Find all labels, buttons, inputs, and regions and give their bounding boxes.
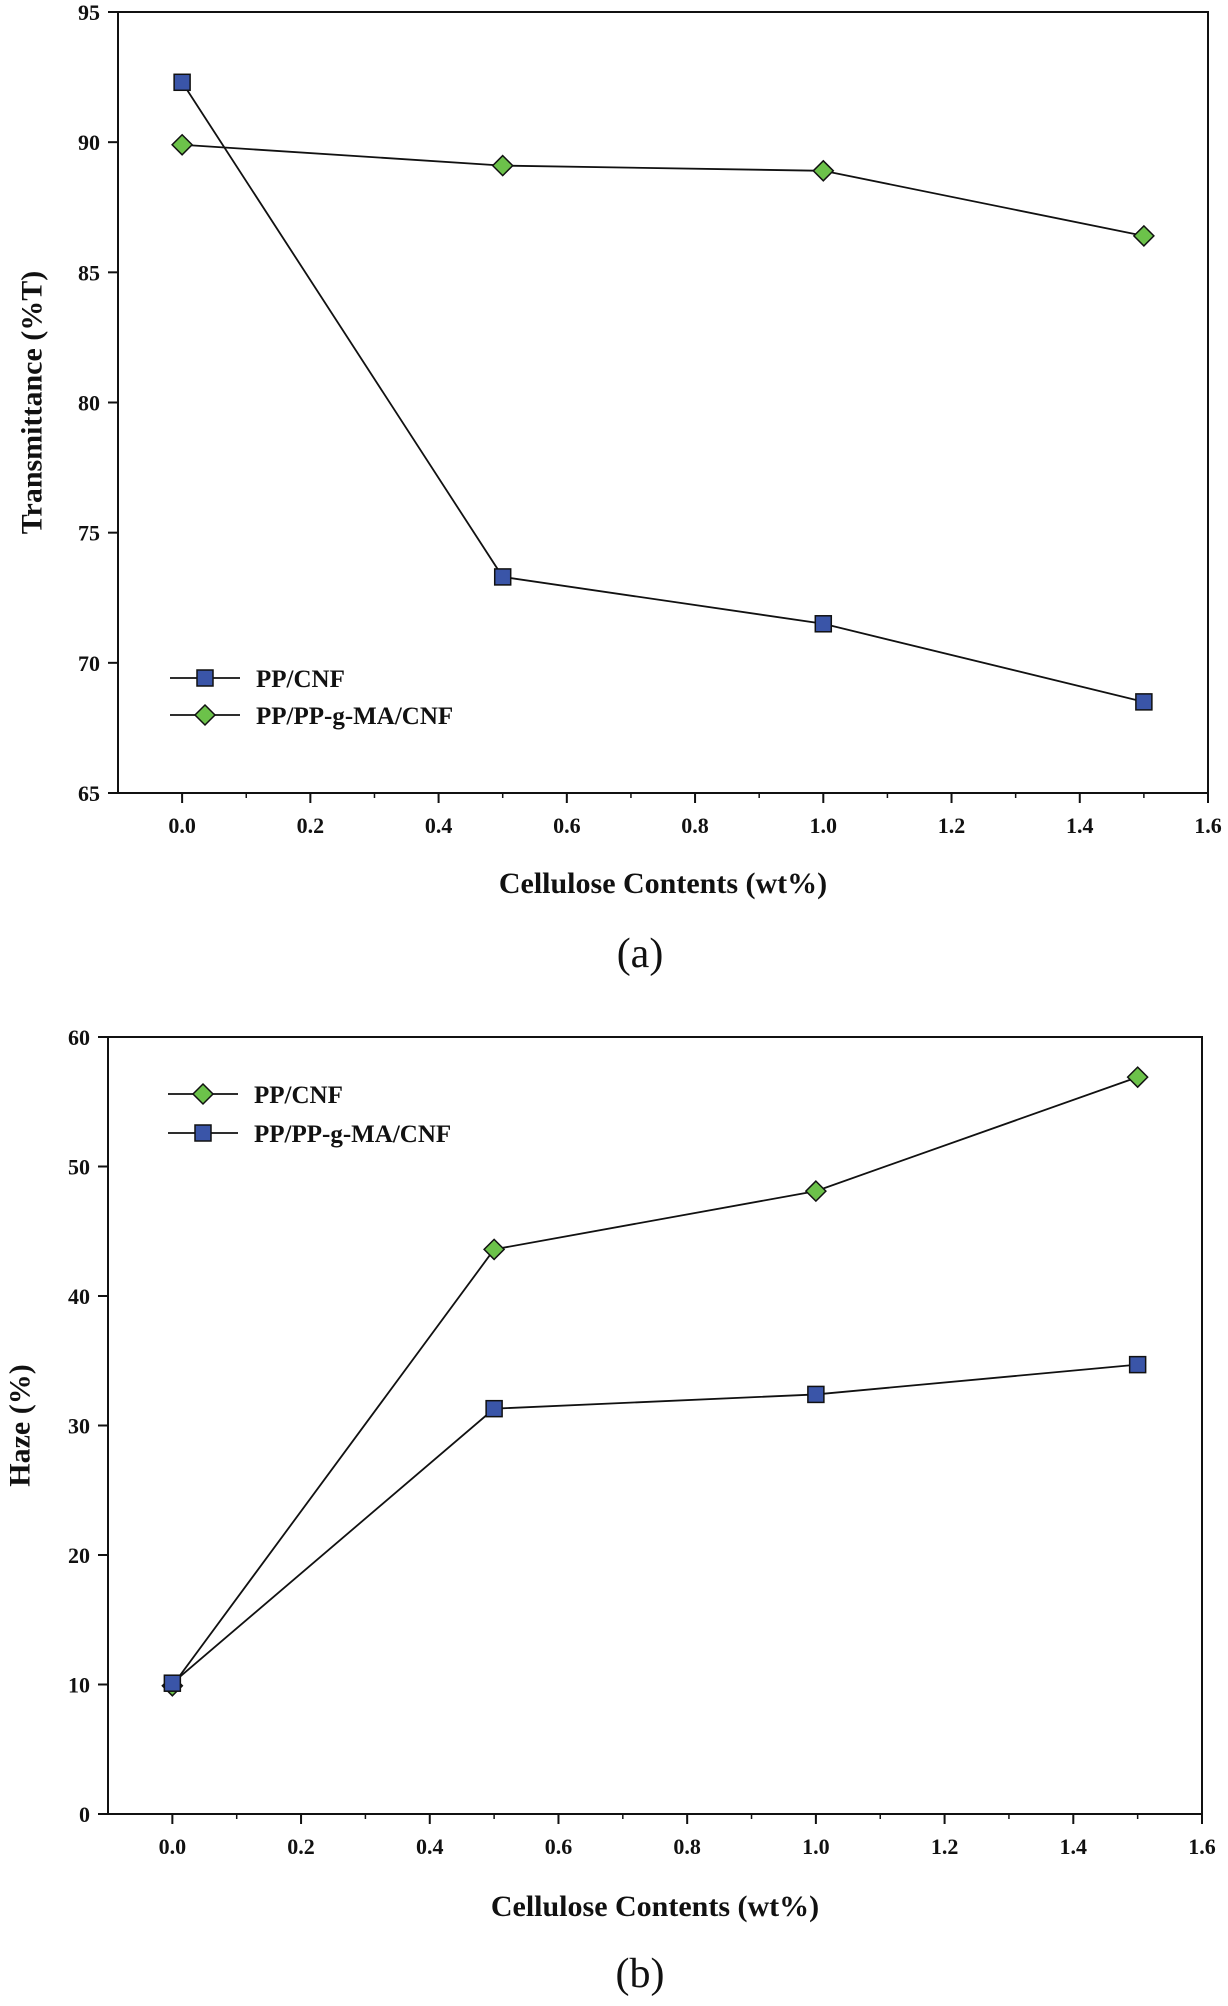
x-tick-label: 0.8 [681,813,709,838]
x-axis-title: Cellulose Contents (wt%) [491,1890,819,1923]
legend-marker [191,1082,215,1106]
series-2-point [163,1674,182,1692]
x-tick-label: 0.6 [553,813,581,838]
chart-panel-1: 0.0 0.2 0.4 0.6 0.8 1.0 1.2 1.4 1.6 65 70 75 80 85 90 9… [16,0,1222,977]
series-1-point [814,615,833,633]
series-2-point [171,133,194,156]
x-tick-label: 1.4 [1060,1834,1088,1859]
series-1-point [493,568,512,586]
series-line-1 [181,81,1145,703]
y-axis-title: Transmittance (%T) [16,271,49,535]
y-tick-label: 50 [68,1155,90,1180]
legend-marker [196,669,214,687]
legend-label: PP/PP-g-MA/CNF [256,703,453,730]
legend-marker [193,703,217,727]
x-tick-label: 0.6 [545,1834,573,1859]
x-tick-label: 1.2 [931,1834,959,1859]
x-tick-label: 1.0 [810,813,838,838]
panel-label: (b) [616,1951,665,1997]
y-tick-label: 20 [68,1543,90,1568]
series-1-point [1135,693,1153,711]
series-1-point [804,1180,827,1203]
legend-label: PP/PP-g-MA/CNF [254,1121,451,1148]
x-tick-label: 1.0 [802,1834,830,1859]
series-1-point [483,1238,506,1261]
chart-panel-2: 0.0 0.2 0.4 0.6 0.8 1.0 1.2 1.4 1.6 0 10 20 30 40 50 60… [4,1025,1216,1997]
y-tick-label: 70 [78,651,100,676]
series-2-point [491,154,514,177]
x-axis-title: Cellulose Contents (wt%) [499,867,827,900]
y-tick-label: 40 [68,1284,90,1309]
y-tick-label: 95 [78,0,100,25]
series-line-2 [182,143,1145,237]
panel-label: (a) [617,931,664,977]
x-tick-label: 1.4 [1066,813,1094,838]
y-tick-label: 60 [68,1025,90,1050]
legend-label: PP/CNF [256,666,345,693]
x-tick-label: 0.0 [159,1834,187,1859]
y-tick-label: 65 [78,781,100,806]
series-line-2 [171,1363,1138,1684]
y-tick-label: 90 [78,130,100,155]
x-tick-label: 1.6 [1188,1834,1216,1859]
series-2-point [1128,1355,1147,1374]
y-tick-label: 75 [78,521,100,546]
series-1-point [1126,1066,1149,1089]
y-tick-label: 30 [68,1414,90,1439]
x-tick-label: 0.0 [168,813,196,838]
x-tick-label: 1.2 [938,813,966,838]
legend-label: PP/CNF [254,1082,343,1109]
series-2-point [812,159,835,182]
series-1-point [173,73,191,92]
y-tick-label: 80 [78,391,100,416]
x-tick-label: 1.6 [1194,813,1222,838]
series-2-point [807,1385,825,1404]
series-2-point [485,1399,503,1418]
y-tick-label: 85 [78,260,100,285]
x-tick-label: 0.4 [416,1834,444,1859]
y-tick-label: 0 [79,1802,90,1827]
x-tick-label: 0.8 [673,1834,701,1859]
x-tick-label: 0.4 [425,813,453,838]
x-tick-label: 0.2 [287,1834,315,1859]
legend-marker [194,1124,212,1142]
plot-frame [107,1036,1203,1815]
y-tick-label: 10 [68,1673,90,1698]
series-line-1 [171,1076,1138,1687]
x-tick-label: 0.2 [297,813,325,838]
series-2-point [1132,224,1155,247]
y-axis-title: Haze (%) [4,1364,37,1486]
